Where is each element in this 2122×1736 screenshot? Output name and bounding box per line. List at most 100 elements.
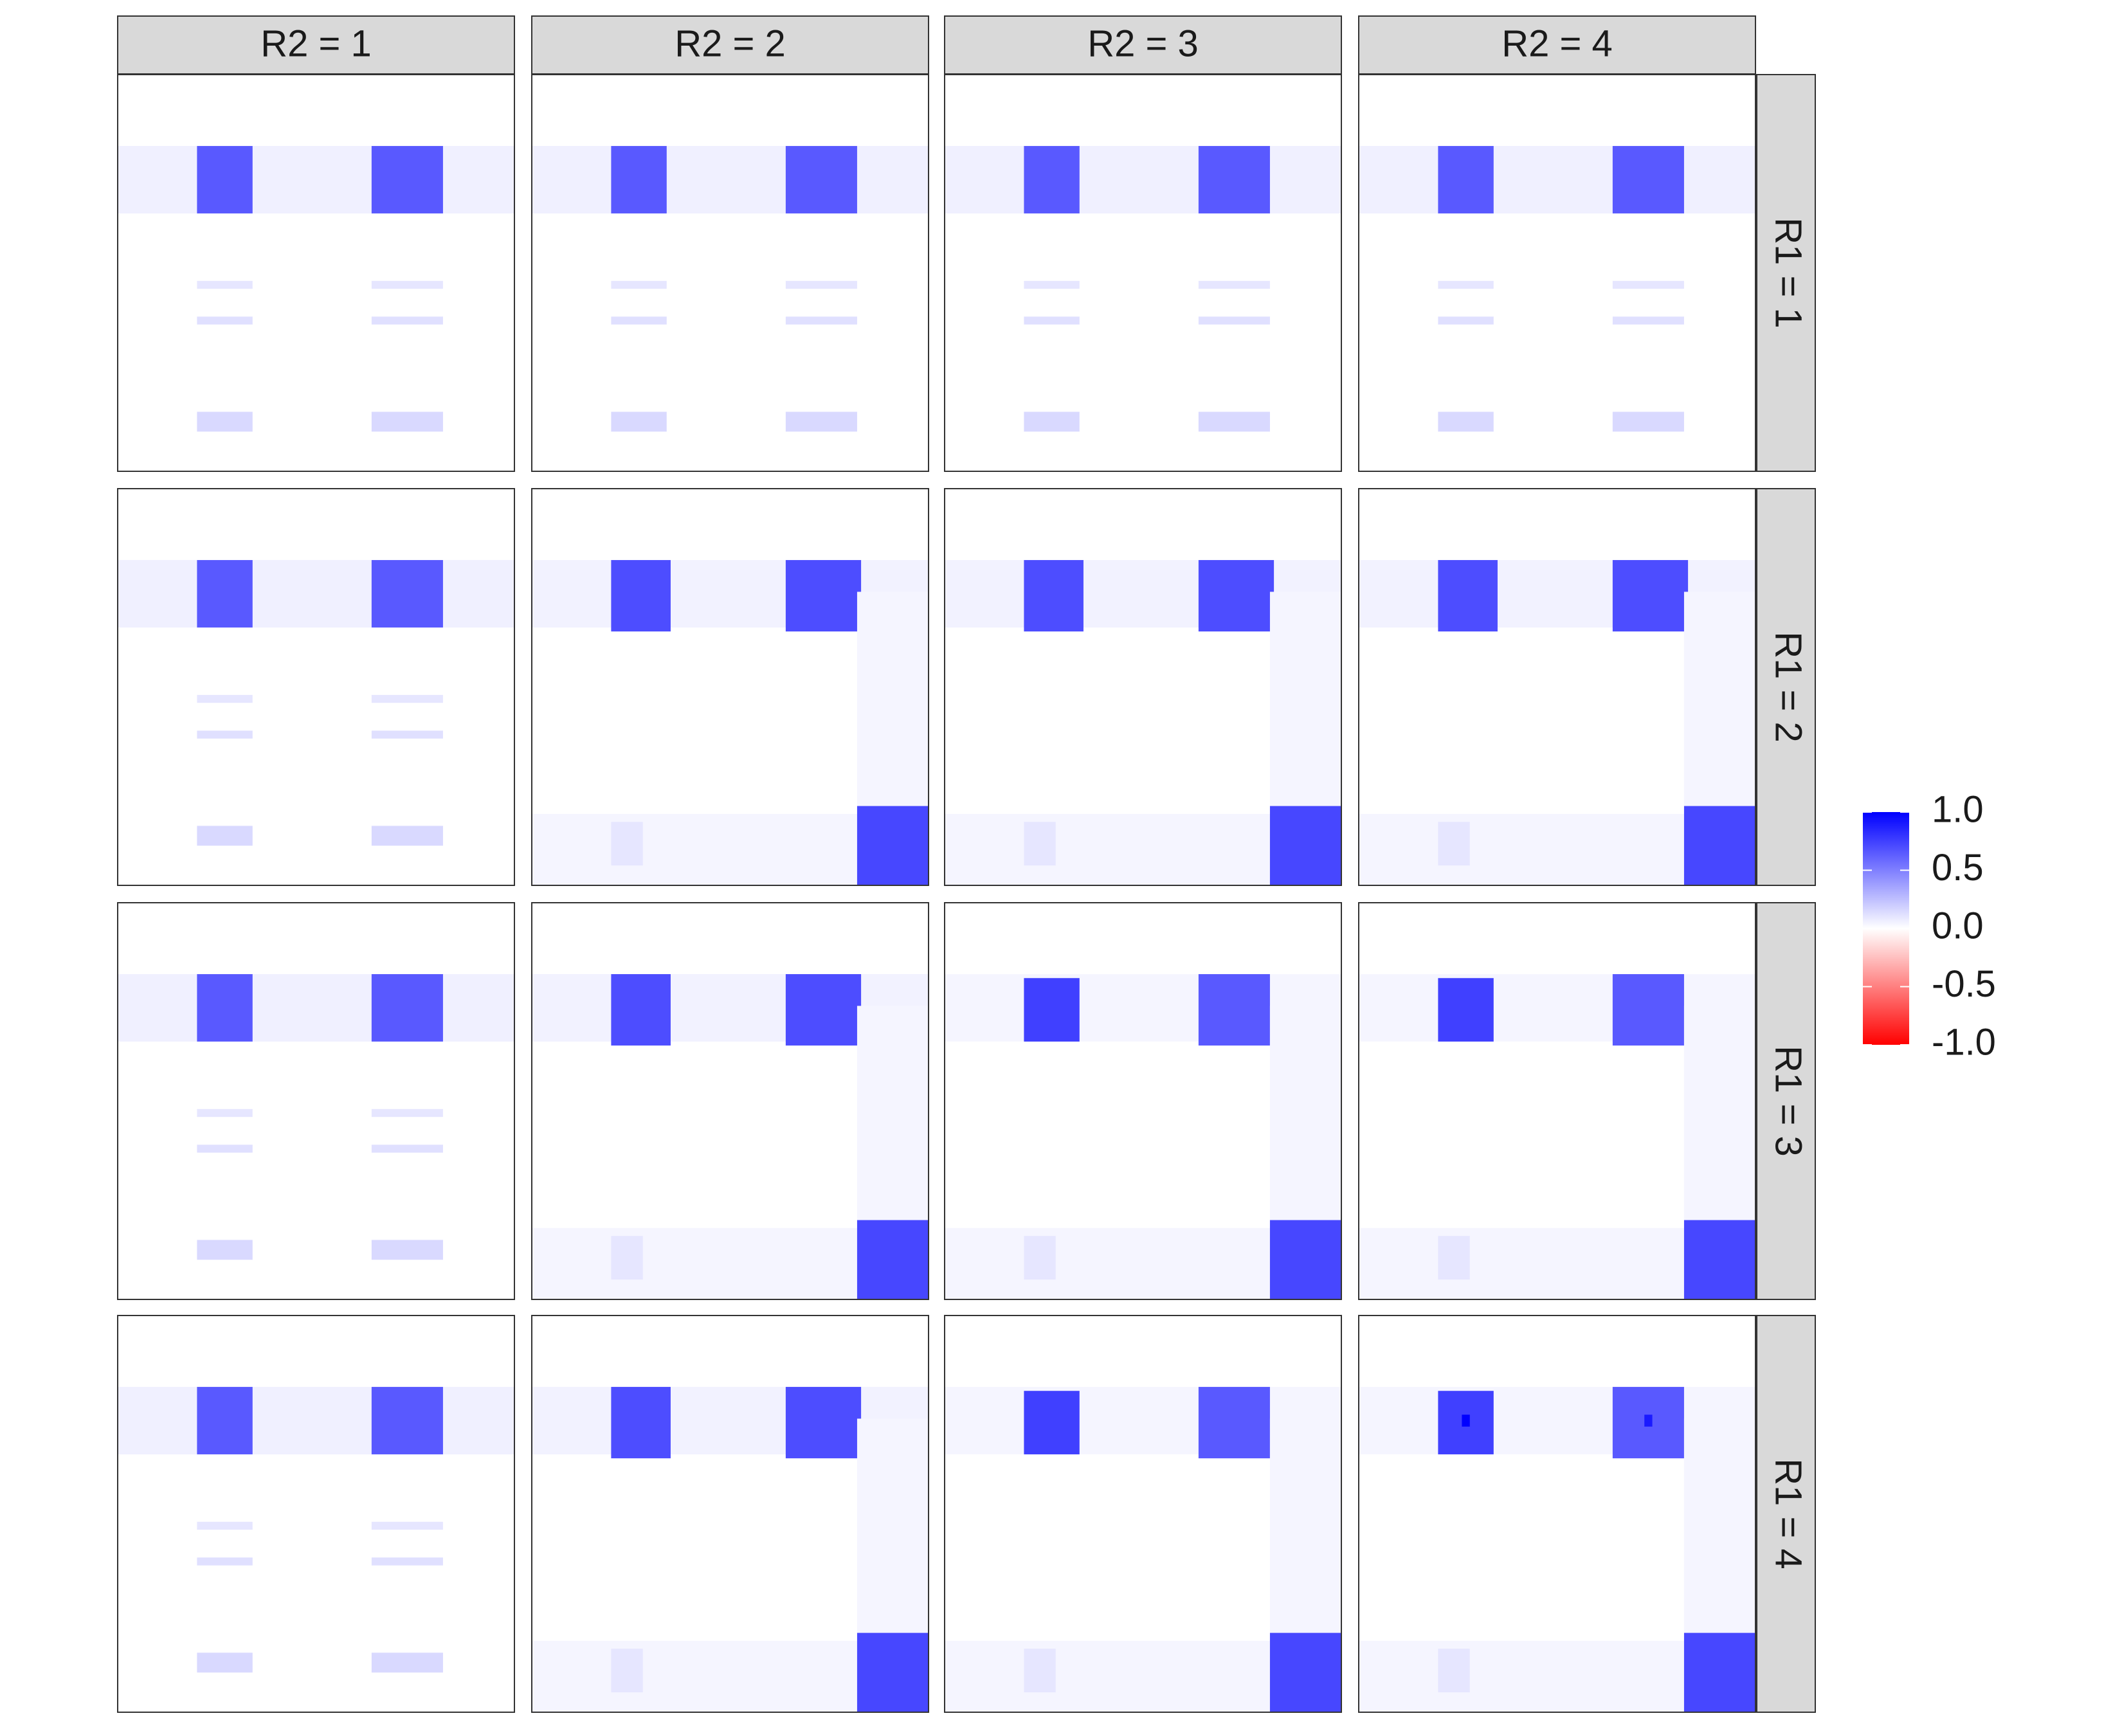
tiles [532,974,929,1299]
tile [197,411,253,432]
tile [371,146,443,213]
tile [1198,1387,1270,1459]
tile [1438,146,1494,213]
tile [1024,316,1080,325]
tile [197,1387,253,1454]
tile [197,1557,253,1566]
panel [944,74,1342,472]
row-label: R1 = 2 [1768,631,1809,743]
tile [1024,1391,1080,1454]
tile [532,1227,857,1299]
tile [197,560,253,628]
tile [197,1108,253,1117]
tile [945,1227,1270,1299]
tile [945,1640,1270,1712]
tiles [945,560,1341,885]
panel [531,1315,929,1713]
tile [1198,560,1274,632]
tile [1612,146,1684,213]
column-label: R2 = 3 [1087,23,1199,64]
tile [371,280,443,289]
tile [371,1144,443,1153]
panel [117,74,515,472]
tile [785,146,857,213]
tile [1359,813,1684,885]
row-strip [1756,1315,1816,1713]
tile [532,146,929,213]
colorbar-label: -1.0 [1932,1021,1996,1063]
panel [117,1315,515,1713]
panel-border [531,488,929,886]
column-label: R2 = 2 [675,23,786,64]
tile [371,1240,443,1260]
column-strip [1358,15,1756,75]
tile [1683,1220,1755,1299]
colorbar-label: -0.5 [1932,963,1996,1005]
panel-border [117,902,515,1300]
tile [197,316,253,325]
tile [611,974,671,1046]
tiles [1359,1387,1755,1712]
tile [1024,146,1080,213]
tile [371,411,443,432]
tile [197,1652,253,1673]
tile [197,1521,253,1530]
tile [611,1649,643,1693]
tile [197,826,253,846]
tile [1612,411,1684,432]
tile [371,730,443,739]
tile [785,316,857,325]
tiles [118,146,514,432]
tile [1269,1220,1341,1299]
tile [197,694,253,703]
tile [1198,280,1270,289]
tile [371,1387,443,1454]
tile [118,146,514,213]
tile [371,694,443,703]
tile [1024,978,1080,1042]
panel-border [1358,1315,1756,1713]
tile [785,560,862,632]
tile [1198,974,1270,1046]
column-label: R2 = 1 [260,23,372,64]
tile [371,560,443,628]
tile [1438,1236,1470,1280]
tile [785,974,862,1046]
panel-border [117,1315,515,1713]
panel-background [1359,75,1755,471]
panel [531,74,929,472]
colorbar-label: 1.0 [1932,788,1984,830]
tile [857,806,929,885]
tiles [532,560,929,885]
tiles [1359,560,1755,885]
tile [1612,316,1684,325]
tile [371,826,443,846]
tiles [532,146,929,432]
tile [371,1557,443,1566]
panel-background [118,1316,514,1712]
tile [945,813,1270,885]
tile [1198,411,1270,432]
panel-border [1358,488,1756,886]
tile [785,280,857,289]
panel-background [118,75,514,471]
tile [1438,280,1494,289]
panel-border [117,74,515,472]
tile [1683,1632,1755,1712]
tile [1359,146,1755,213]
column-strip [944,15,1342,75]
panel [944,488,1342,886]
tile [371,1108,443,1117]
panel-background [532,75,929,471]
panel-border [944,488,1342,886]
tile [1359,1227,1684,1299]
column-strip [117,15,515,75]
row-strip [1756,74,1816,472]
tile [1359,1640,1684,1712]
panel-border [531,74,929,472]
tile [1683,806,1755,885]
tiles [118,1387,514,1673]
colorbar-label: 0.5 [1932,847,1984,889]
tile [1438,411,1494,432]
